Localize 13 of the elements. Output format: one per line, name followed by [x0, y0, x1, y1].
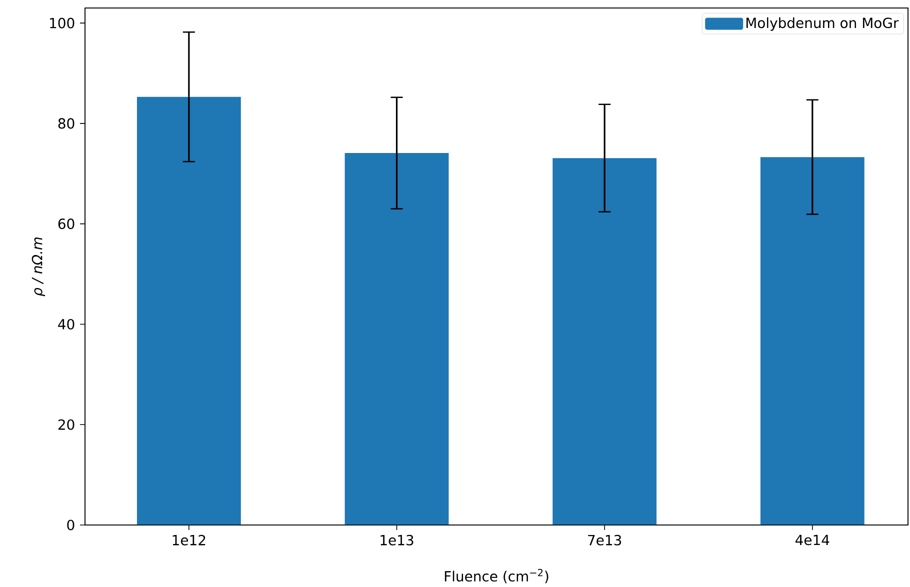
x-tick-label: 4e14: [795, 534, 830, 546]
x-tick-label: 1e12: [172, 534, 206, 546]
legend-label: Molybdenum on MoGr: [746, 17, 899, 31]
y-tick-label: 100: [50, 18, 74, 28]
y-tick-label: 40: [58, 318, 74, 330]
y-tick-label: 80: [58, 118, 74, 129]
x-tick-label: 7e13: [588, 534, 622, 546]
y-tick-label: 20: [58, 419, 74, 430]
y-axis-title: ρ / nΩ.m: [32, 237, 46, 296]
y-tick-label: 0: [67, 520, 74, 530]
x-tick-label: 1e13: [380, 534, 414, 546]
y-tick-label: 60: [58, 218, 74, 230]
x-axis-title: Fluence (cm$^{−2}$): [444, 568, 548, 584]
